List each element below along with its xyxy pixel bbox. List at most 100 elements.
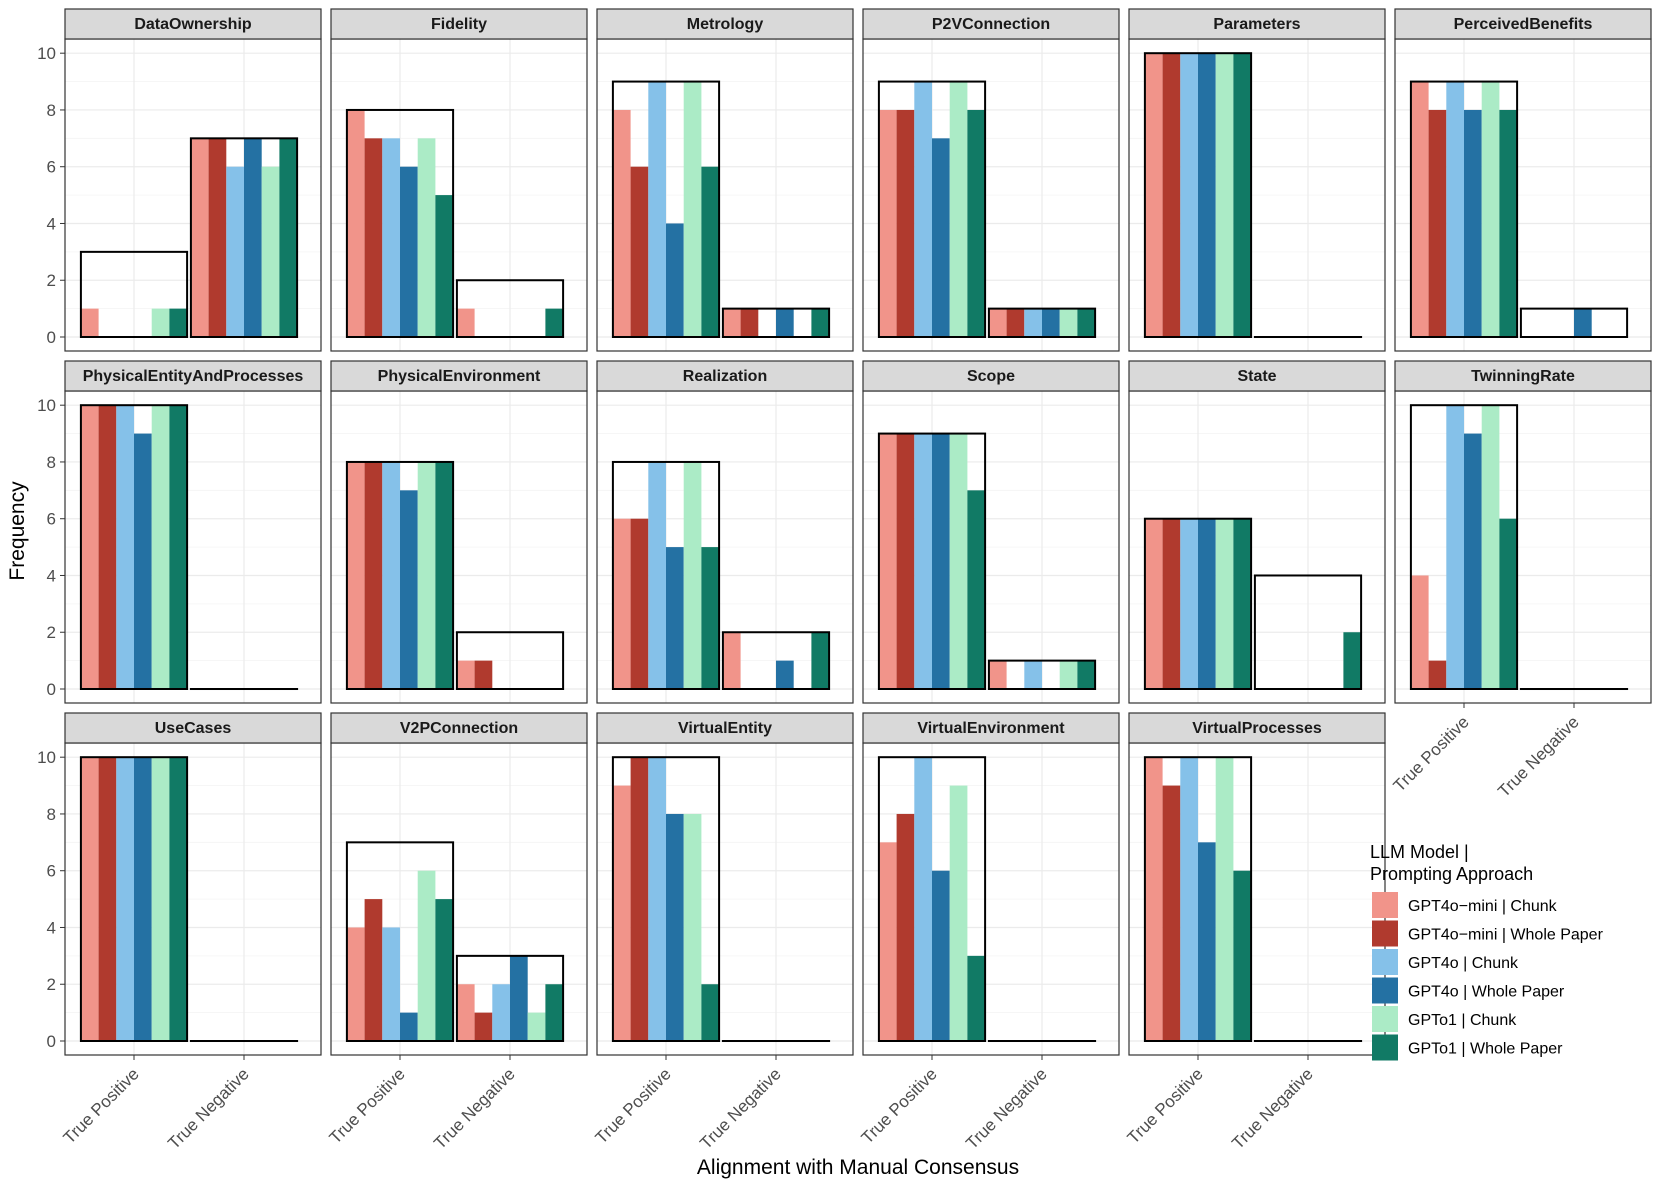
x-tick-label-true-positive: True Positive <box>1124 1064 1207 1147</box>
bar-twinningrate-true-positive-series-4 <box>1464 433 1482 689</box>
bar-virtualentity-true-positive-series-1 <box>612 785 631 1041</box>
consensus-box-realization-true-positive <box>611 460 721 691</box>
legend-label-series-2: GPT4o−mini | Whole Paper <box>1408 927 1604 944</box>
bar-scope-true-negative-series-3 <box>1024 660 1042 689</box>
legend-title-line1: LLM Model | <box>1370 842 1469 862</box>
facet-title-virtualentity: VirtualEntity <box>678 720 772 737</box>
facet-strip <box>862 360 1120 392</box>
bar-physicalenvironment-true-negative-series-1 <box>456 660 475 689</box>
consensus-box-scope-true-negative <box>987 659 1097 690</box>
bar-virtualprocesses-true-positive-series-5 <box>1215 757 1234 1041</box>
consensus-box-usecases-true-positive <box>79 756 189 1042</box>
facet-strip <box>1128 360 1386 392</box>
facet-strip <box>1394 360 1652 392</box>
bar-twinningrate-true-positive-series-1 <box>1410 575 1429 689</box>
facet-title-fidelity: Fidelity <box>431 16 487 33</box>
bar-dataownership-true-negative-series-1 <box>190 138 209 337</box>
bar-v2pconnection-true-negative-series-2 <box>474 1012 493 1041</box>
bar-fidelity-true-positive-series-3 <box>382 138 400 337</box>
facet-strip <box>596 360 854 392</box>
legend: LLM Model | Prompting Approach GPT4o−min… <box>1370 842 1604 1061</box>
bar-v2pconnection-true-negative-series-1 <box>456 984 475 1041</box>
bar-virtualentity-true-positive-series-2 <box>630 757 649 1041</box>
bar-metrology-true-negative-series-4 <box>776 308 794 337</box>
consensus-box-metrology-true-negative <box>721 307 831 339</box>
facet-scope: Scope <box>862 360 1120 704</box>
bar-perceivedbenefits-true-positive-series-4 <box>1464 109 1482 337</box>
x-tick-label-true-negative: True Negative <box>962 1064 1050 1152</box>
bar-metrology-true-positive-series-6 <box>701 166 720 337</box>
bar-scope-true-negative-series-6 <box>1077 660 1096 689</box>
bar-virtualentity-true-positive-series-5 <box>683 813 702 1041</box>
consensus-box-v2pconnection-true-negative <box>455 954 565 1042</box>
bar-virtualenvironment-true-positive-series-4 <box>932 870 950 1041</box>
facet-v2pconnection: V2PConnection <box>330 712 588 1056</box>
consensus-box-fidelity-true-negative <box>455 279 565 339</box>
x-tick-label-true-positive: True Positive <box>326 1064 409 1147</box>
bar-physicalentityandprocesses-true-positive-series-4 <box>134 433 152 689</box>
legend-label-series-1: GPT4o−mini | Chunk <box>1408 898 1558 915</box>
bar-perceivedbenefits-true-positive-series-6 <box>1499 109 1518 337</box>
facet-strip <box>330 360 588 392</box>
bar-perceivedbenefits-true-positive-series-1 <box>1410 81 1429 337</box>
facet-title-v2pconnection: V2PConnection <box>400 720 518 737</box>
bar-fidelity-true-positive-series-1 <box>346 109 365 337</box>
facet-strip <box>330 8 588 40</box>
bar-physicalenvironment-true-positive-series-4 <box>400 490 418 689</box>
bar-virtualprocesses-true-positive-series-6 <box>1233 870 1252 1041</box>
consensus-box-realization-true-negative <box>721 631 831 691</box>
bar-parameters-true-positive-series-5 <box>1215 53 1234 337</box>
bar-twinningrate-true-positive-series-6 <box>1499 518 1518 689</box>
x-tick-label-true-positive: True Positive <box>60 1064 143 1147</box>
consensus-box-virtualprocesses-true-positive <box>1143 756 1253 1042</box>
facet-physicalenvironment: PhysicalEnvironment <box>330 360 588 704</box>
bar-usecases-true-positive-series-5 <box>151 757 170 1041</box>
bar-scope-true-positive-series-1 <box>878 433 897 689</box>
bar-state-true-positive-series-5 <box>1215 518 1234 689</box>
consensus-box-physicalenvironment-true-negative <box>455 631 565 691</box>
y-tick-label: 8 <box>47 805 56 824</box>
facet-strip <box>1128 8 1386 40</box>
consensus-box-perceivedbenefits-true-positive <box>1409 80 1519 338</box>
legend-title-line2: Prompting Approach <box>1370 864 1533 884</box>
bar-v2pconnection-true-negative-series-3 <box>492 984 510 1041</box>
bar-virtualentity-true-positive-series-4 <box>666 813 684 1041</box>
bar-physicalenvironment-true-positive-series-6 <box>435 461 454 689</box>
bar-realization-true-positive-series-1 <box>612 518 631 689</box>
bar-parameters-true-positive-series-3 <box>1180 53 1198 337</box>
bar-scope-true-positive-series-2 <box>896 433 915 689</box>
facet-physicalentityandprocesses: PhysicalEntityAndProcesses <box>64 360 322 704</box>
bar-physicalenvironment-true-negative-series-2 <box>474 660 493 689</box>
bar-metrology-true-positive-series-2 <box>630 166 649 337</box>
y-tick-label: 4 <box>47 214 56 233</box>
x-tick-label-true-negative: True Negative <box>1494 712 1582 800</box>
consensus-box-state-true-positive <box>1143 517 1253 691</box>
x-tick-label-true-negative: True Negative <box>696 1064 784 1152</box>
legend-label-series-5: GPTo1 | Chunk <box>1408 1012 1517 1029</box>
facet-panels: DataOwnership Fidelity Metrology P2VConnect… <box>64 8 1652 1056</box>
facet-title-realization: Realization <box>683 368 767 385</box>
facet-usecases: UseCases <box>64 712 322 1056</box>
bar-p2vconnection-true-negative-series-4 <box>1042 308 1060 337</box>
facet-title-physicalenvironment: PhysicalEnvironment <box>378 368 541 385</box>
facet-title-metrology: Metrology <box>687 16 764 33</box>
facet-title-physicalentityandprocesses: PhysicalEntityAndProcesses <box>83 368 304 385</box>
y-tick-label: 10 <box>37 748 56 767</box>
facet-strip <box>64 8 322 40</box>
bar-physicalenvironment-true-positive-series-3 <box>382 461 400 689</box>
facet-virtualenvironment: VirtualEnvironment <box>862 712 1120 1056</box>
bar-usecases-true-positive-series-6 <box>169 757 188 1041</box>
facet-title-virtualprocesses: VirtualProcesses <box>1192 720 1322 737</box>
x-tick-label-true-negative: True Negative <box>1228 1064 1316 1152</box>
legend-key-series-4 <box>1372 977 1398 1004</box>
bar-dataownership-true-negative-series-4 <box>244 138 262 337</box>
bar-physicalenvironment-true-positive-series-2 <box>364 461 383 689</box>
bar-usecases-true-positive-series-4 <box>134 757 152 1041</box>
y-tick-label: 2 <box>47 271 56 290</box>
consensus-box-parameters-true-positive <box>1143 52 1253 338</box>
bar-v2pconnection-true-negative-series-4 <box>510 955 528 1041</box>
bar-physicalenvironment-true-positive-series-5 <box>417 461 436 689</box>
y-tick-label: 0 <box>47 328 56 347</box>
bar-virtualprocesses-true-positive-series-1 <box>1144 757 1163 1041</box>
bar-realization-true-negative-series-6 <box>811 632 830 689</box>
